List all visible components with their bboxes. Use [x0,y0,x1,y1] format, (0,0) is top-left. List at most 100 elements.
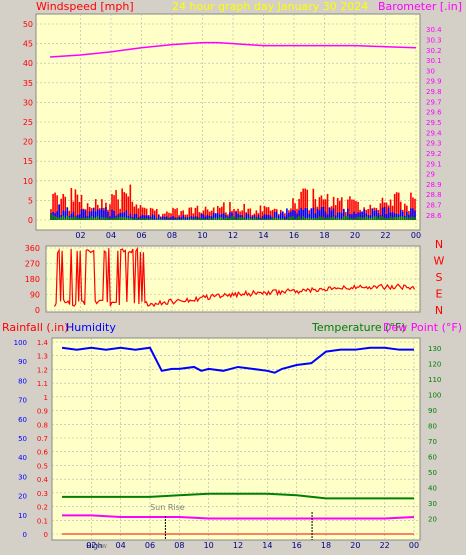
humidity-tick-label: 100 [14,339,27,347]
compass-label: N [435,238,443,251]
bottom-x-tick-label: 10 [204,541,214,550]
barometer-tick-label: 29.3 [426,140,442,148]
compass-label: N [435,304,443,317]
bottom-x-tick-label: 00 [409,541,419,550]
humidity-tick-label: 80 [18,377,27,385]
bottom-x-tick-label: 22 [380,541,390,550]
windspeed-tick-label: 45 [23,40,33,49]
rainfall-tick-label: 1.1 [37,380,48,388]
barometer-tick-label: 29.6 [426,109,442,117]
barometer-tick-label: 29.5 [426,119,442,127]
barometer-tick-label: 30.1 [426,57,442,65]
barometer-tick-label: 28.6 [426,212,442,220]
rainfall-tick-label: 0.3 [37,490,48,498]
windspeed-tick-label: 15 [23,157,33,166]
barometer-tick-label: 30.2 [426,47,442,55]
rainfall-tick-label: 0 [44,531,48,539]
rainfall-tick-label: 1.4 [37,339,49,347]
top-x-tick-label: 18 [319,231,329,240]
bottom-x-tick-label: 12 [233,541,243,550]
barometer-tick-label: 29.9 [426,78,442,86]
bottom-x-tick-label: 02 [86,541,96,550]
rainfall-tick-label: 0.6 [37,449,49,457]
barometer-tick-label: 30 [426,67,435,75]
temperature-tick-label: 90 [428,407,437,415]
top-x-tick-label: 14 [258,231,268,240]
top-x-tick-label: 12 [228,231,238,240]
humidity-axis-label: Humidity [66,321,116,334]
bottom-x-tick-label: 06 [145,541,155,550]
temperature-tick-label: 20 [428,516,437,524]
rainfall-tick-label: 0.7 [37,435,48,443]
bottom-x-tick-label: 14 [262,541,272,550]
temperature-tick-label: 60 [428,454,437,462]
windspeed-tick-label: 10 [23,177,33,186]
humidity-tick-label: 50 [18,435,27,443]
sunrise-label: Sun Rise [150,503,185,512]
top-x-tick-label: 08 [167,231,177,240]
low-label: Low [93,542,107,550]
humidity-tick-label: 30 [18,473,27,481]
barometer-tick-label: 30.4 [426,26,442,34]
temperature-tick-label: 70 [428,438,437,446]
windspeed-tick-label: 30 [23,98,33,107]
barometer-tick-label: 29 [426,171,435,179]
temperature-tick-label: 80 [428,423,437,431]
barometer-tick-label: 29.7 [426,98,442,106]
barometer-tick-label: 28.9 [426,181,442,189]
humidity-tick-label: 10 [18,512,27,520]
temperature-tick-label: 120 [428,361,441,369]
top-x-tick-label: 20 [350,231,360,240]
bottom-x-tick-label: 18 [321,541,331,550]
humidity-tick-label: 20 [18,493,27,501]
rainfall-tick-label: 0.9 [37,408,48,416]
windspeed-tick-label: 5 [28,196,33,205]
top-x-tick-label: 22 [380,231,390,240]
humidity-tick-label: 70 [18,397,27,405]
barometer-tick-label: 28.8 [426,191,442,199]
graph-title: 24 hour graph day January 30 2024 [172,0,368,13]
rainfall-tick-label: 0.4 [37,476,49,484]
temperature-axis-label: Temperature (°F) [311,321,406,334]
temperature-tick-label: 40 [428,485,437,493]
windspeed-axis-label: Windspeed [mph] [36,0,134,13]
top-x-tick-label: 06 [136,231,146,240]
top-grid [36,14,420,230]
bottom-x-tick-label: 04 [116,541,126,550]
humidity-line [61,346,414,374]
barometer-tick-label: 30.3 [426,36,442,44]
barometer-tick-label: 29.4 [426,129,442,137]
humidity-tick-label: 60 [18,416,27,424]
direction-tick-label: 90 [30,291,40,300]
humidity-tick-label: 90 [18,358,27,366]
temperature-tick-label: 30 [428,500,437,508]
top-x-tick-label: 16 [289,231,299,240]
barometer-tick-label: 29.1 [426,160,442,168]
rainfall-tick-label: 1 [44,394,48,402]
rainfall-tick-label: 0.5 [37,462,48,470]
bottom-grid [52,338,420,540]
dew_point-line [62,514,415,520]
humidity-tick-label: 0 [23,531,27,539]
bottom-x-tick-label: 08 [174,541,184,550]
rainfall-tick-label: 1.2 [37,366,48,374]
rainfall-axis-label: Rainfall (.in) [2,321,69,334]
direction-tick-label: 180 [25,275,40,284]
temperature-tick-label: 130 [428,345,441,353]
barometer-tick-label: 28.7 [426,202,442,210]
temperature-tick-label: 100 [428,392,441,400]
humidity-tick-label: 40 [18,454,27,462]
direction-tick-label: 360 [25,244,40,253]
compass-label: W [434,255,445,268]
temperature-line [62,492,414,500]
windspeed-tick-label: 50 [23,20,33,29]
bottom-x-tick-label: 16 [292,541,302,550]
windspeed-tick-label: 20 [23,138,33,147]
wind-direction-line [54,246,416,308]
bottom-x-tick-label: 20 [350,541,360,550]
top-x-tick-label: 02 [75,231,85,240]
windspeed-tick-label: 25 [23,118,33,127]
top-x-tick-label: 00 [411,231,421,240]
dewpoint-axis-label: Dew Point (°F) [383,321,462,334]
